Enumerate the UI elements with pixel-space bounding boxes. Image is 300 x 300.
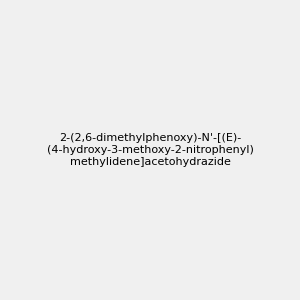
- Text: 2-(2,6-dimethylphenoxy)-N'-[(E)-
(4-hydroxy-3-methoxy-2-nitrophenyl)
methylidene: 2-(2,6-dimethylphenoxy)-N'-[(E)- (4-hydr…: [46, 134, 253, 166]
